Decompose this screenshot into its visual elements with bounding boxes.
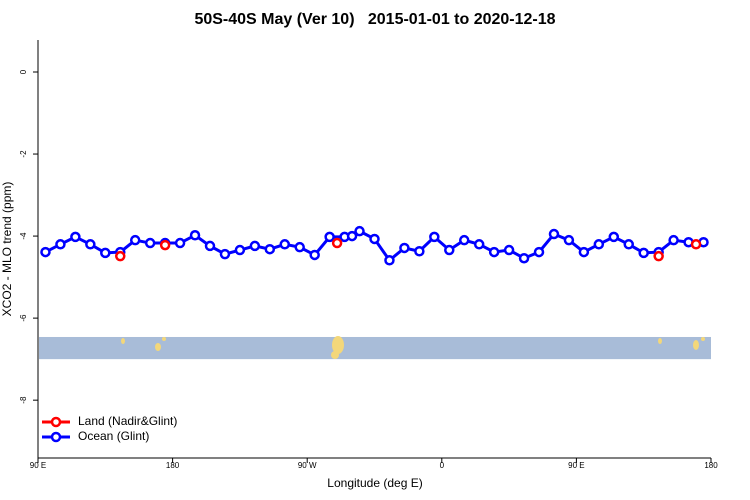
data-point	[55, 239, 66, 250]
data-point	[204, 240, 216, 252]
x-axis-label: Longitude (deg E)	[327, 476, 422, 490]
data-point	[533, 246, 545, 258]
data-point	[174, 237, 186, 249]
data-point	[324, 231, 335, 243]
overlay	[40, 225, 709, 266]
data-point	[563, 234, 575, 246]
plot-area	[39, 336, 711, 360]
legend-marker	[50, 431, 62, 443]
data-point	[144, 237, 156, 249]
data-point	[309, 249, 320, 261]
data-point	[458, 234, 470, 246]
data-point	[473, 239, 485, 250]
data-point	[488, 246, 500, 258]
series-line	[44, 229, 704, 263]
data-point	[608, 231, 620, 243]
data-point	[346, 230, 358, 242]
data-point	[399, 242, 410, 254]
y-tick-label: -8	[19, 396, 28, 404]
y-tick-label: -2	[19, 150, 28, 158]
data-point	[429, 231, 440, 243]
data-point	[548, 228, 560, 240]
data-point	[690, 239, 702, 250]
data-point	[578, 246, 590, 258]
y-tick-label: -4	[19, 232, 28, 240]
data-point	[249, 240, 261, 252]
x-tick-label: 180	[704, 461, 718, 470]
x-tick-label: 90 E	[568, 461, 584, 470]
data-point	[331, 237, 343, 249]
data-point	[129, 234, 141, 246]
y-tick-label: -6	[19, 314, 28, 322]
data-point	[354, 225, 365, 237]
x-tick-label: 90 W	[298, 461, 317, 470]
ocean-band	[39, 336, 711, 360]
x-tick-label: 0	[440, 461, 445, 470]
data-point	[369, 233, 380, 245]
x-tick-label: 180	[166, 461, 180, 470]
data-point	[219, 248, 231, 260]
y-axis-label: XCO2 - MLO trend (ppm)	[0, 182, 14, 317]
land-spots	[121, 336, 705, 359]
data-point	[414, 246, 425, 257]
data-point	[384, 255, 395, 266]
data-point	[100, 247, 111, 259]
data-point	[234, 244, 246, 256]
data-point	[70, 231, 81, 243]
data-point	[294, 241, 305, 253]
data-point	[115, 250, 126, 262]
data-point	[40, 246, 51, 258]
chart-title: 50S-40S May (Ver 10) 2015-01-01 to 2020-…	[194, 11, 555, 28]
data-point	[85, 239, 96, 250]
data-point	[623, 239, 634, 250]
data-point	[638, 247, 649, 259]
legend-label: Land (Nadir&Glint)	[78, 414, 177, 428]
legend-marker	[50, 416, 62, 428]
data-point	[189, 230, 201, 241]
data-point	[668, 234, 679, 246]
data-point	[503, 244, 515, 256]
data-point	[159, 239, 171, 251]
y-tick-label: 0	[19, 69, 28, 74]
data-point	[593, 239, 605, 250]
data-point	[279, 239, 291, 250]
legend-label: Ocean (Glint)	[78, 429, 149, 443]
data-point	[264, 243, 276, 255]
data-point	[444, 244, 455, 256]
data-point	[518, 252, 530, 264]
x-tick-label: 90 E	[30, 461, 46, 470]
data-point	[653, 250, 664, 262]
